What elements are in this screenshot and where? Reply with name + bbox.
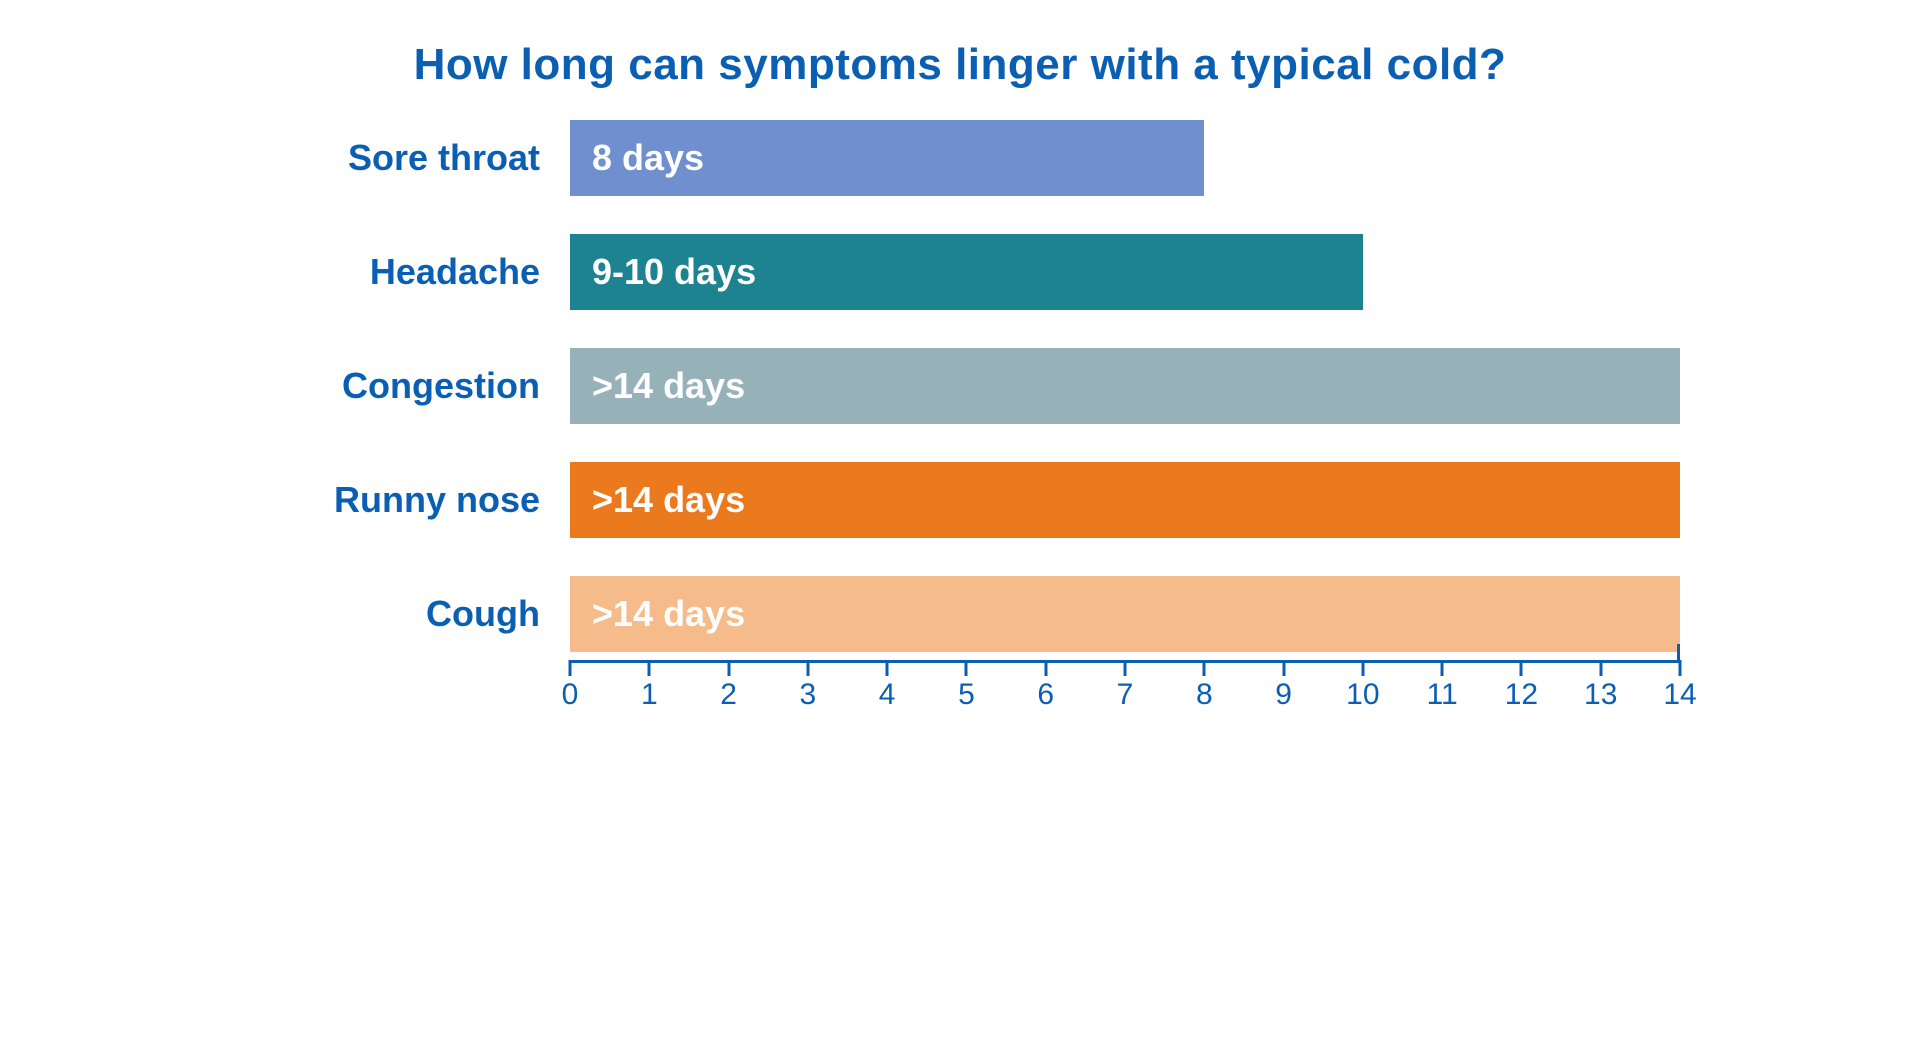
x-tick-mark — [1679, 660, 1682, 676]
x-tick-label: 1 — [641, 678, 658, 712]
x-tick: 14 — [1679, 660, 1682, 676]
x-tick: 1 — [648, 660, 651, 676]
x-tick: 13 — [1599, 660, 1602, 676]
chart-title: How long can symptoms linger with a typi… — [210, 40, 1710, 90]
chart-row: Cough >14 days — [210, 576, 1710, 652]
x-tick-mark — [648, 660, 651, 676]
x-tick-mark — [1124, 660, 1127, 676]
bar-track: >14 days — [570, 576, 1680, 652]
bar-value-label: >14 days — [592, 479, 745, 521]
x-tick-label: 7 — [1117, 678, 1134, 712]
chart-row: Congestion >14 days — [210, 348, 1710, 424]
x-tick: 4 — [886, 660, 889, 676]
plot-area: Sore throat 8 days Headache 9-10 days Conges… — [210, 120, 1710, 652]
x-tick-label: 8 — [1196, 678, 1213, 712]
x-tick-mark — [1599, 660, 1602, 676]
x-tick-label: 6 — [1037, 678, 1054, 712]
x-axis-end-tick — [1677, 644, 1680, 660]
x-tick-label: 12 — [1505, 678, 1538, 712]
y-axis-label: Congestion — [210, 365, 570, 407]
x-axis-container: 01234567891011121314 — [210, 652, 1710, 720]
bar-value-label: >14 days — [592, 365, 745, 407]
y-axis-label: Cough — [210, 593, 570, 635]
symptom-duration-chart: How long can symptoms linger with a typi… — [210, 40, 1710, 720]
x-tick-mark — [806, 660, 809, 676]
x-tick: 11 — [1441, 660, 1444, 676]
chart-row: Sore throat 8 days — [210, 120, 1710, 196]
x-tick: 3 — [806, 660, 809, 676]
y-axis-label: Runny nose — [210, 479, 570, 521]
x-tick-mark — [727, 660, 730, 676]
chart-row: Runny nose >14 days — [210, 462, 1710, 538]
x-tick: 8 — [1203, 660, 1206, 676]
x-tick: 7 — [1124, 660, 1127, 676]
bar: >14 days — [570, 576, 1680, 652]
x-tick-label: 2 — [720, 678, 737, 712]
x-tick-label: 13 — [1584, 678, 1617, 712]
bar-value-label: >14 days — [592, 593, 745, 635]
x-tick-label: 4 — [879, 678, 896, 712]
x-tick: 10 — [1361, 660, 1364, 676]
bar-value-label: 9-10 days — [592, 251, 756, 293]
bar-track: 8 days — [570, 120, 1680, 196]
x-tick-label: 3 — [800, 678, 817, 712]
x-tick-mark — [965, 660, 968, 676]
x-tick-mark — [886, 660, 889, 676]
bar: 9-10 days — [570, 234, 1363, 310]
x-tick-label: 11 — [1427, 678, 1458, 712]
bar: >14 days — [570, 348, 1680, 424]
bar-track: >14 days — [570, 348, 1680, 424]
y-axis-label: Sore throat — [210, 137, 570, 179]
x-tick-label: 14 — [1663, 678, 1696, 712]
x-tick-mark — [1520, 660, 1523, 676]
x-tick-label: 10 — [1346, 678, 1379, 712]
x-tick: 0 — [569, 660, 572, 676]
x-tick-mark — [1361, 660, 1364, 676]
x-tick: 9 — [1282, 660, 1285, 676]
x-tick-mark — [1282, 660, 1285, 676]
chart-row: Headache 9-10 days — [210, 234, 1710, 310]
bar: >14 days — [570, 462, 1680, 538]
x-axis: 01234567891011121314 — [570, 660, 1680, 720]
x-tick-label: 5 — [958, 678, 975, 712]
y-axis-label: Headache — [210, 251, 570, 293]
x-tick-mark — [1044, 660, 1047, 676]
bar: 8 days — [570, 120, 1204, 196]
x-tick: 5 — [965, 660, 968, 676]
bar-track: >14 days — [570, 462, 1680, 538]
x-tick-mark — [1203, 660, 1206, 676]
x-tick-label: 0 — [562, 678, 579, 712]
x-tick-mark — [1441, 660, 1444, 676]
x-tick-label: 9 — [1275, 678, 1292, 712]
bar-value-label: 8 days — [592, 137, 704, 179]
x-tick-mark — [569, 660, 572, 676]
x-tick: 2 — [727, 660, 730, 676]
x-tick: 12 — [1520, 660, 1523, 676]
bar-track: 9-10 days — [570, 234, 1680, 310]
x-tick: 6 — [1044, 660, 1047, 676]
